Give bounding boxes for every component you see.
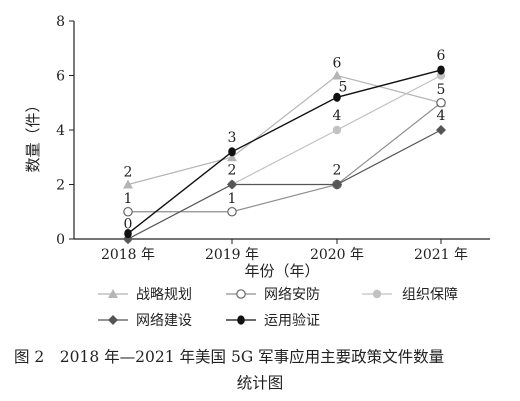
x-tick-label: 2019 年 [205,247,259,263]
series-5-point [437,65,445,75]
legend-item-3: 组织保障 [362,287,458,303]
data-label: 2 [333,163,342,179]
legend-item-2: 网络安防 [226,287,320,303]
x-tick-label: 2018 年 [101,247,155,263]
data-label: 5 [437,82,446,98]
figure-caption: 图 2 2018 年—2021 年美国 5G 军事应用主要政策文件数量 统计图 [0,344,520,396]
y-tick-label: 0 [56,232,65,248]
series-2-point [123,206,133,217]
y-tick-label: 2 [56,178,65,194]
axes: 0 2 4 6 8 2018 年 2019 年 2020 年 2021 年 [56,14,490,263]
y-tick-label: 8 [56,14,65,30]
data-label: 2 [228,163,237,179]
series-line-1 [127,74,442,186]
series-3-point [332,125,342,135]
data-label: 2 [124,165,133,181]
legend-item-1: 战略规划 [98,287,192,303]
x-axis-title: 年份（年） [244,262,319,280]
series-4-point [227,179,237,190]
legend-label: 战略规划 [136,287,192,303]
series-2-point [436,97,446,108]
legend-item-4: 网络建设 [98,313,192,329]
series-1-point [227,152,237,162]
data-label: 4 [333,108,342,124]
legend-label: 运用验证 [264,313,320,329]
legend-label: 组织保障 [402,287,458,303]
series-1-point [123,179,133,189]
legend-swatch-marker [237,315,245,325]
caption-line-1: 图 2 2018 年—2021 年美国 5G 军事应用主要政策文件数量 [14,348,445,366]
legend-label: 网络建设 [136,313,192,329]
legend-swatch-marker [236,289,246,299]
series-line-4 [127,129,442,240]
data-label: 3 [228,130,237,146]
y-tick-label: 4 [56,123,65,139]
legend-swatch-marker [108,315,118,325]
series-line-5 [127,69,442,235]
series-5-point [333,92,341,102]
data-label: 1 [124,191,133,207]
series-2-point [227,206,237,217]
data-label: 6 [333,56,342,72]
data-label: 0 [124,217,133,233]
series-4-point [436,125,446,135]
caption-line-2: 统计图 [236,374,284,392]
x-tick-label: 2021 年 [414,247,468,263]
series-layer [123,65,446,244]
legend-label: 网络安防 [264,287,320,303]
data-label: 4 [437,108,446,124]
legend-swatch-marker [108,289,118,298]
data-label: 5 [339,79,348,95]
series-5-point [124,228,132,239]
data-label: 6 [437,48,446,64]
data-label: 1 [228,191,237,207]
series-4-point [332,179,342,190]
legend-swatch-marker [372,289,382,299]
y-tick-label: 6 [56,69,65,85]
x-tick-label: 2020 年 [310,247,364,263]
series-5-point [228,147,236,157]
series-1-point [332,70,342,80]
y-axis-title: 数量（件） [24,97,42,172]
legend-item-5: 运用验证 [226,313,320,329]
data-labels: 2 6 1 1 5 4 2 2 4 0 3 5 6 [124,48,446,233]
